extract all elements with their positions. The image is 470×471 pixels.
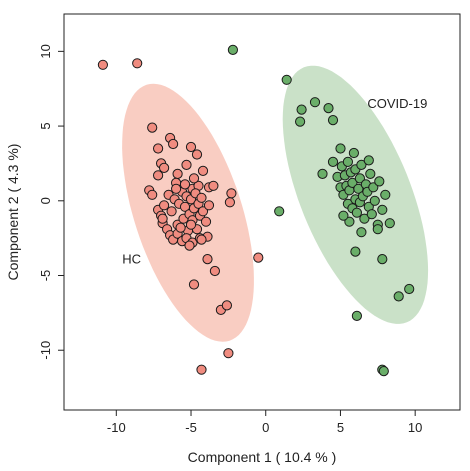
covid-data-point (353, 183, 364, 194)
covid-data-point (377, 204, 388, 215)
plot-frame (63, 13, 461, 411)
hc-data-point (203, 200, 215, 211)
covid-data-point (281, 74, 292, 85)
covid-data-point (393, 291, 404, 302)
hc-data-point (172, 168, 183, 179)
y-tick-label: 0 (38, 197, 53, 204)
covid-data-point (378, 366, 389, 377)
x-tick-label: -10 (107, 420, 126, 435)
covid-data-point (348, 147, 359, 159)
covid-group-label: COVID-19 (367, 96, 427, 111)
hc-data-point (97, 59, 109, 70)
covid-data-point (359, 213, 370, 224)
hc-data-point (147, 122, 158, 133)
covid-data-point (274, 206, 285, 217)
covid-data-point (372, 224, 383, 235)
covid-data-point (365, 168, 376, 179)
point-layer (97, 44, 415, 377)
x-axis-title: Component 1 ( 10.4 % ) (188, 449, 337, 465)
y-tick-label: -5 (38, 270, 53, 282)
hc-data-point (188, 173, 200, 184)
covid-data-point (295, 116, 306, 127)
hc-data-point (175, 222, 186, 233)
covid-data-point (296, 104, 307, 115)
covid-data-point (356, 227, 367, 238)
covid-data-point (309, 97, 321, 108)
covid-data-point (342, 156, 353, 167)
covid-data-point (404, 283, 415, 295)
covid-data-point (327, 115, 339, 126)
hc-data-point (171, 183, 182, 194)
hc-data-point (223, 348, 234, 359)
covid-data-point (351, 207, 362, 218)
hc-data-point (132, 58, 143, 69)
covid-data-point (363, 155, 374, 166)
hc-data-point (185, 219, 197, 230)
hc-data-point (202, 254, 213, 265)
hc-group-label: HC (122, 252, 141, 267)
hc-data-point (157, 213, 168, 224)
hc-data-point (253, 252, 264, 263)
covid-data-point (335, 143, 346, 154)
hc-data-point (226, 188, 237, 199)
covid-data-point (369, 195, 380, 206)
y-tick-label: 10 (38, 44, 53, 58)
covid-data-point (344, 216, 355, 227)
x-tick-label: -5 (185, 420, 197, 435)
x-tick-label: 0 (262, 420, 269, 435)
hc-data-point (179, 179, 191, 190)
covid-data-point (356, 159, 367, 170)
hc-data-point (188, 279, 200, 290)
hc-data-point (200, 216, 212, 227)
hc-data-point (191, 149, 203, 160)
hc-data-point (224, 197, 235, 208)
hc-data-point (159, 162, 170, 173)
hc-data-point (181, 159, 192, 170)
hc-data-point (197, 206, 209, 217)
hc-data-point (184, 240, 195, 251)
covid-data-point (338, 210, 349, 221)
hc-data-point (209, 265, 220, 277)
covid-data-point (351, 310, 362, 321)
hc-data-point (221, 300, 232, 311)
y-axis-title: Component 2 ( 4.3 %) (5, 144, 21, 281)
covid-data-point (317, 168, 328, 179)
hc-data-point (185, 141, 197, 153)
hc-data-point (166, 206, 177, 217)
covid-data-point (350, 246, 361, 257)
covid-data-point (347, 177, 358, 188)
axis-layer: -10 -5 0 5 10 -10 -5 0 5 10 (38, 44, 422, 435)
hc-data-point (196, 234, 207, 245)
hc-data-point (153, 143, 164, 154)
covid-data-point (374, 176, 385, 187)
covid-data-point (327, 156, 339, 167)
covid-data-point (354, 173, 365, 184)
y-tick-label: 5 (38, 122, 53, 129)
hc-data-point (153, 170, 164, 181)
covid-data-point (368, 182, 379, 193)
hc-data-point (196, 364, 207, 375)
hc-data-point (159, 200, 170, 211)
covid-data-point (377, 254, 388, 265)
x-tick-label: 5 (337, 420, 344, 435)
y-tick-label: -10 (38, 341, 53, 360)
covid-data-point (323, 103, 334, 114)
covid-data-point (366, 209, 377, 220)
hc-data-point (197, 165, 209, 176)
hc-data-point (168, 138, 179, 150)
covid-data-point (227, 44, 238, 56)
covid-data-point (384, 218, 395, 229)
x-tick-label: 10 (408, 420, 422, 435)
hc-data-point (196, 192, 207, 203)
hc-data-point (208, 180, 219, 191)
covid-data-point (380, 189, 391, 200)
hc-data-point (147, 189, 158, 200)
